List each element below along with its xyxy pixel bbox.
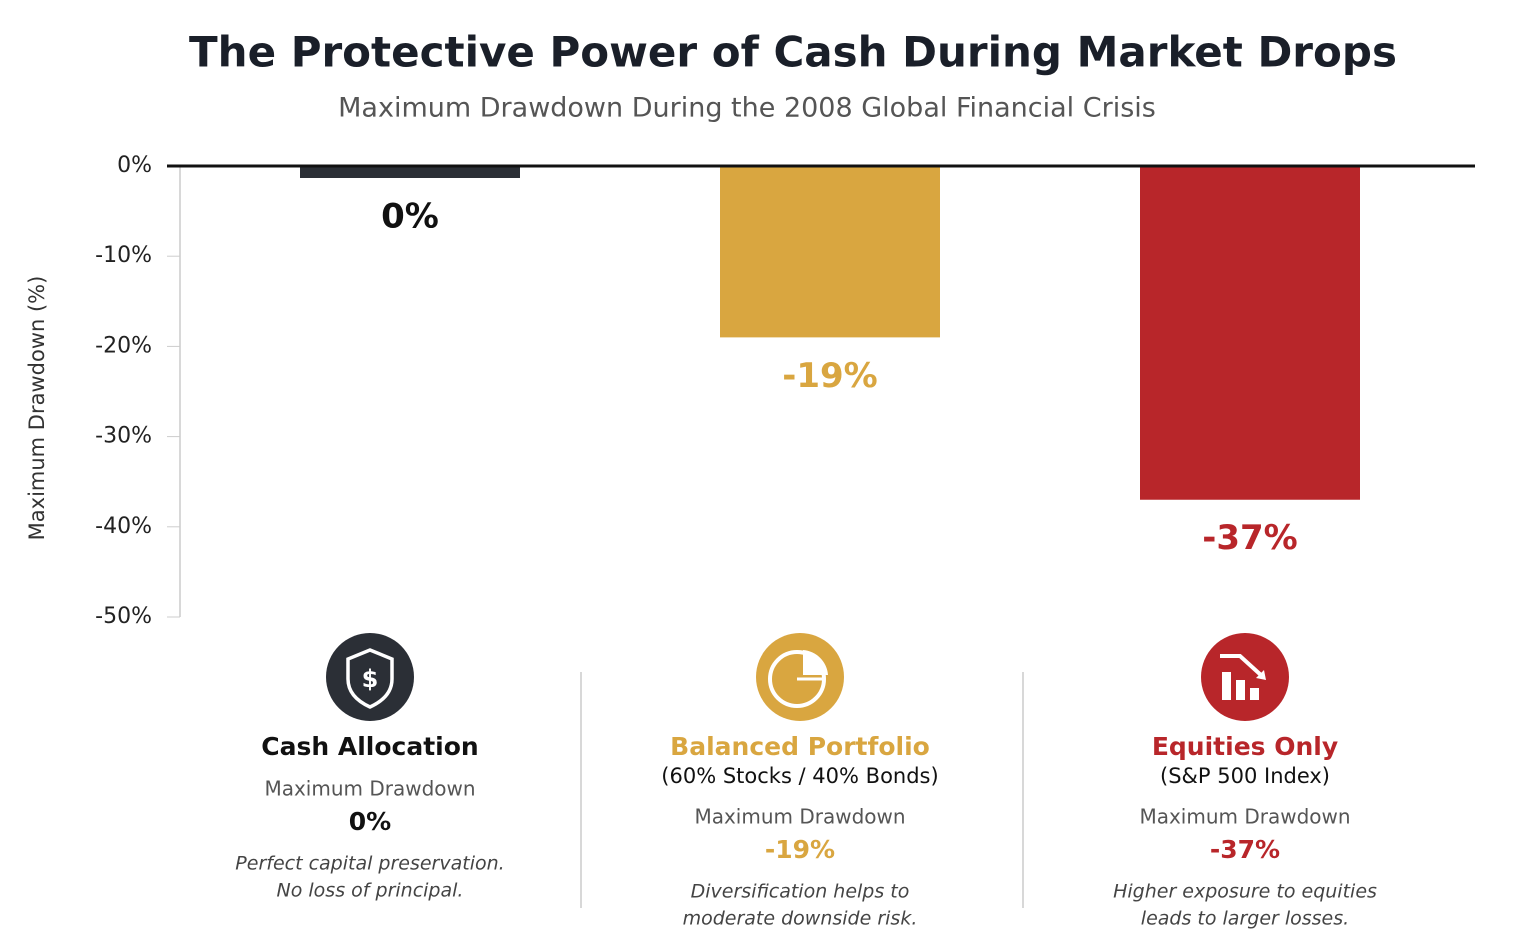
bar xyxy=(720,166,940,338)
card-description: Diversification helps to xyxy=(691,881,910,903)
y-tick-label: 0% xyxy=(117,153,152,178)
card-title: Equities Only xyxy=(1152,732,1338,761)
card-description: No loss of principal. xyxy=(277,880,464,902)
value-label: -37% xyxy=(1202,518,1298,558)
card-description: leads to larger losses. xyxy=(1141,908,1349,930)
value-label: 0% xyxy=(381,197,439,237)
card-description: Perfect capital preservation. xyxy=(235,853,504,875)
card-subtitle: (S&P 500 Index) xyxy=(1160,764,1330,788)
card-title: Balanced Portfolio xyxy=(670,732,930,761)
bar xyxy=(1140,166,1360,500)
value-label: -19% xyxy=(782,356,878,396)
y-tick-label: -20% xyxy=(95,333,152,358)
card-metric-label: Maximum Drawdown xyxy=(694,805,905,829)
card-metric-label: Maximum Drawdown xyxy=(264,777,475,801)
card-value: -19% xyxy=(765,835,835,864)
card-metric-label: Maximum Drawdown xyxy=(1139,805,1350,829)
card-title: Cash Allocation xyxy=(261,732,478,761)
chart-subtitle: Maximum Drawdown During the 2008 Global … xyxy=(338,93,1156,124)
card-value: -37% xyxy=(1210,835,1280,864)
y-tick-label: -50% xyxy=(95,604,152,629)
shield-icon: $ xyxy=(326,633,414,721)
y-tick-label: -10% xyxy=(95,243,152,268)
y-axis-label: Maximum Drawdown (%) xyxy=(25,276,49,541)
chart-title: The Protective Power of Cash During Mark… xyxy=(189,28,1397,77)
y-tick-label: -30% xyxy=(95,424,152,449)
y-tick-label: -40% xyxy=(95,514,152,539)
card-value: 0% xyxy=(349,807,391,836)
card-subtitle: (60% Stocks / 40% Bonds) xyxy=(661,764,938,788)
bar xyxy=(300,166,520,178)
svg-text:$: $ xyxy=(362,665,379,693)
card-description: moderate downside risk. xyxy=(683,908,918,930)
card-description: Higher exposure to equities xyxy=(1113,881,1377,903)
pie-icon xyxy=(756,633,844,721)
decline-icon xyxy=(1201,633,1289,721)
